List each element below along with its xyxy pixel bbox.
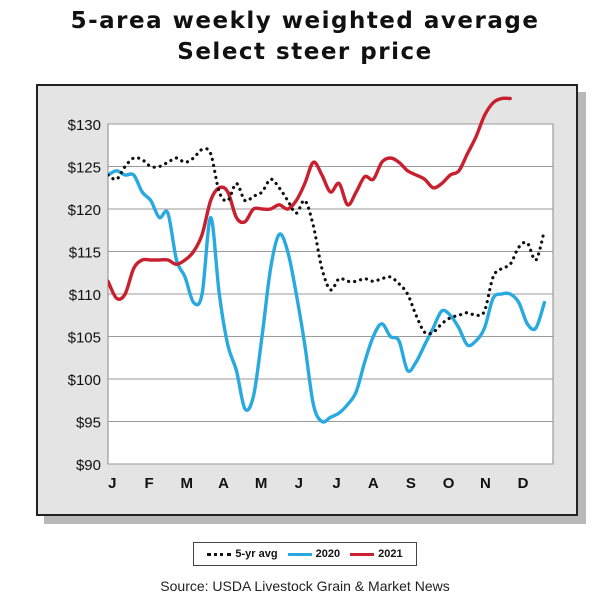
x-tick-label: N bbox=[480, 475, 491, 492]
x-tick-label: J bbox=[108, 475, 116, 492]
series-line-2020 bbox=[108, 169, 547, 424]
legend-swatch bbox=[207, 552, 232, 556]
y-tick-label: $125 bbox=[68, 160, 101, 177]
x-tick-label: J bbox=[332, 475, 340, 492]
y-tick-label: $110 bbox=[69, 287, 101, 304]
legend-label: 2020 bbox=[315, 548, 341, 560]
chart-panel: $130 $125 $120 $115 $110 $105 $100 $95 $90 J F M A M J… bbox=[36, 84, 578, 516]
x-tick-label: J bbox=[295, 475, 303, 492]
y-tick-label: $115 bbox=[69, 245, 101, 262]
x-tick-label: D bbox=[518, 475, 529, 492]
chart-title: 5-area weekly weighted average Select st… bbox=[0, 6, 610, 68]
legend-item: 2020 bbox=[287, 548, 341, 560]
legend-swatch bbox=[287, 552, 312, 556]
chart-title-line-1: 5-area weekly weighted average bbox=[70, 8, 540, 34]
y-tick-label: $90 bbox=[76, 457, 101, 474]
chart-svg: $130 $125 $120 $115 $110 $105 $100 $95 $90 J F M A M J… bbox=[68, 96, 554, 492]
y-tick-label: $95 bbox=[76, 415, 101, 432]
series-line-2021 bbox=[108, 96, 512, 301]
y-tick-label: $130 bbox=[68, 117, 101, 134]
y-tick-label: $120 bbox=[68, 202, 101, 219]
legend-item: 2021 bbox=[350, 548, 403, 560]
chart-title-line-2: Select steer price bbox=[177, 39, 433, 65]
y-tick-label: $105 bbox=[68, 330, 101, 347]
legend-item: 5-yr avg bbox=[207, 548, 278, 560]
series-line-5-yr-avg bbox=[108, 147, 546, 336]
y-tick-label: $100 bbox=[68, 372, 101, 389]
x-tick-label: O bbox=[443, 475, 455, 492]
x-tick-label: A bbox=[368, 475, 379, 492]
legend-label: 2021 bbox=[378, 548, 403, 560]
x-tick-label: F bbox=[144, 475, 153, 492]
x-tick-label: M bbox=[255, 475, 267, 492]
chart-legend: 5-yr avg 2020 2021 bbox=[193, 542, 417, 566]
source-note: Source: USDA Livestock Grain & Market Ne… bbox=[160, 578, 450, 594]
legend-label: 5-yr avg bbox=[235, 548, 278, 560]
x-tick-label: M bbox=[180, 475, 193, 492]
legend-swatch bbox=[350, 552, 375, 556]
x-tick-label: S bbox=[406, 475, 416, 492]
x-tick-label: A bbox=[218, 475, 229, 492]
